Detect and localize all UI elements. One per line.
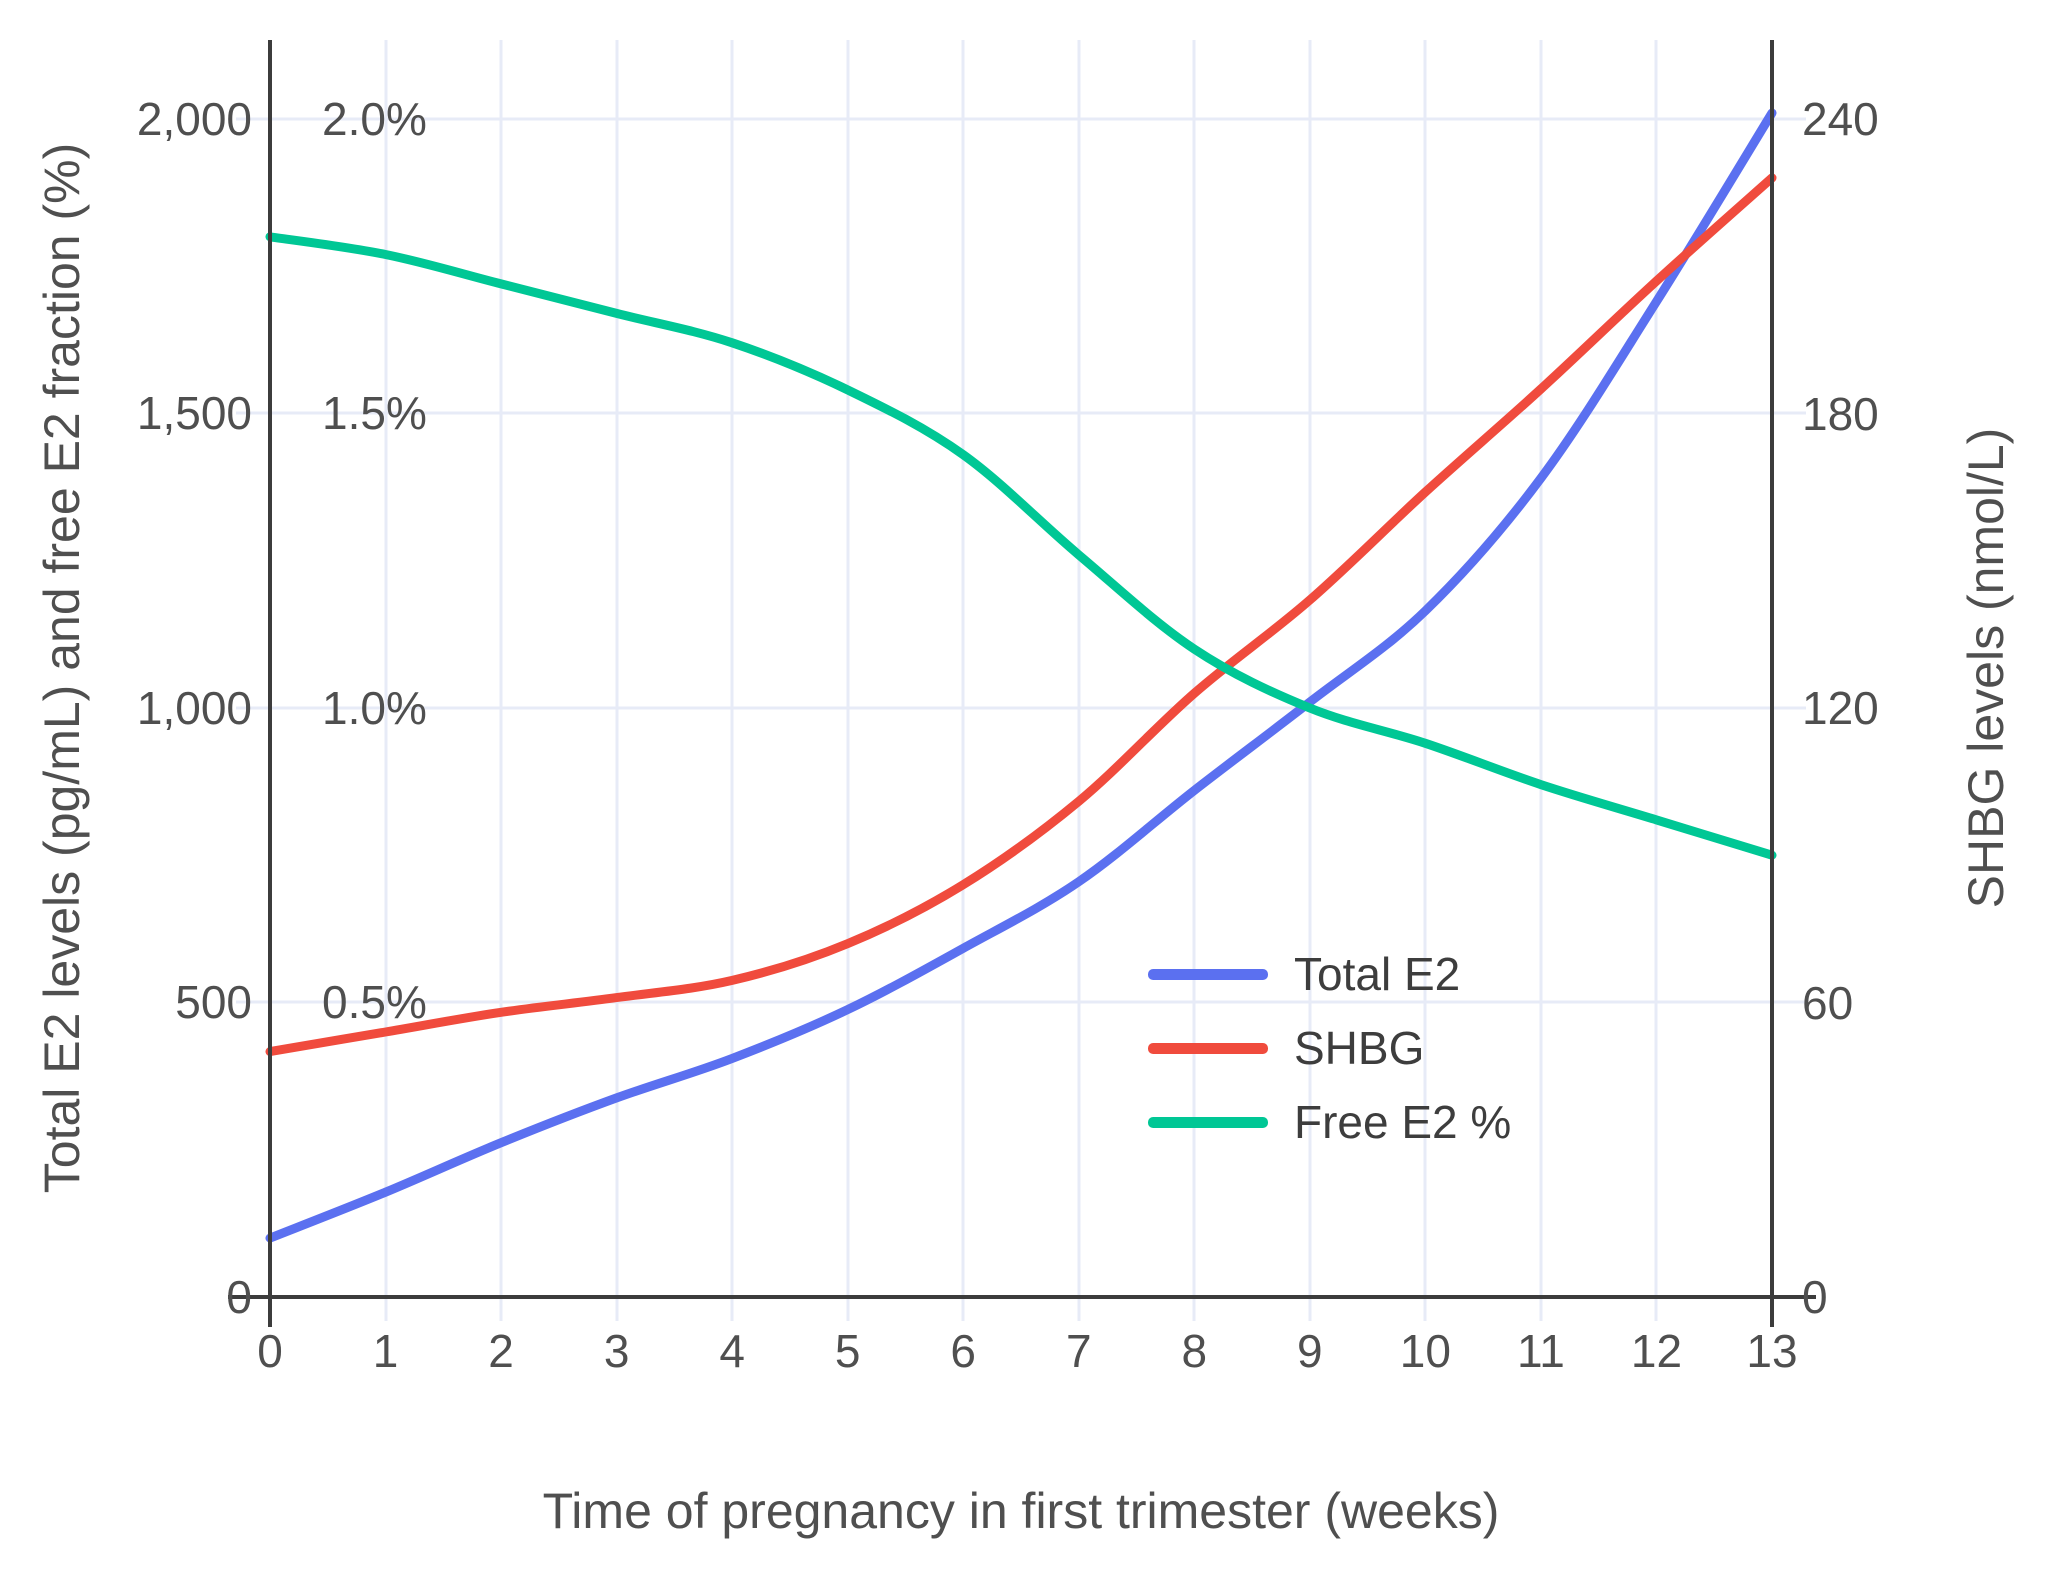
v-gridline	[1654, 40, 1658, 1321]
plot-area	[236, 40, 1806, 1321]
x-axis-title: Time of pregnancy in first trimester (we…	[542, 1483, 1500, 1539]
y-axis-left-line	[268, 40, 272, 1327]
legend-label-total-e2: Total E2	[1294, 948, 1461, 1000]
y-left-tick-mark	[236, 706, 268, 710]
v-gridline	[499, 40, 503, 1321]
v-gridline	[1077, 40, 1081, 1321]
free-e2-pct-axis-label: 2.0%	[322, 92, 427, 145]
v-gridline	[615, 40, 619, 1321]
y-left-tick-label: 1,000	[136, 681, 252, 734]
y-axis-left-title: Total E2 levels (pg/mL) and free E2 frac…	[34, 142, 90, 1194]
shbg-line-swatch	[1148, 1042, 1268, 1054]
x-tick-label: 1	[372, 1325, 399, 1377]
y-left-tick-label: 2,000	[136, 92, 252, 145]
y-right-tick-label: 0	[1802, 1271, 1828, 1323]
x-tick-label: 13	[1746, 1325, 1798, 1377]
y-left-tick-mark	[236, 1000, 268, 1004]
x-tick-label: 9	[1297, 1325, 1323, 1377]
y-right-tick-mark	[1774, 411, 1806, 415]
v-gridline	[730, 40, 734, 1321]
x-tick-label: 3	[603, 1325, 630, 1377]
free-e2-pct-axis-label: 1.5%	[322, 387, 427, 440]
v-gridline	[1308, 40, 1312, 1321]
x-tick-label: 5	[834, 1325, 861, 1377]
legend-item-total-e2[interactable]: Total E2	[1148, 937, 1511, 1011]
y-right-tick-mark	[1774, 706, 1806, 710]
v-gridline	[384, 40, 388, 1321]
x-tick-label: 0	[257, 1325, 283, 1377]
legend-label-shbg: SHBG	[1294, 1022, 1425, 1074]
y-right-tick-label: 60	[1802, 976, 1854, 1029]
free-e2-pct-axis-label: 0.5%	[322, 976, 427, 1029]
h-gridline	[270, 706, 1772, 710]
h-gridline	[270, 117, 1772, 121]
v-gridline	[846, 40, 850, 1321]
legend-item-shbg[interactable]: SHBG	[1148, 1011, 1511, 1085]
y-axis-right-line	[1770, 40, 1774, 1327]
x-tick-label: 10	[1399, 1325, 1451, 1377]
y-left-tick-label: 0	[226, 1271, 252, 1323]
y-right-tick-label: 180	[1802, 387, 1879, 440]
x-tick-label: 2	[488, 1325, 514, 1377]
legend: Total E2 SHBG Free E2 %	[1148, 937, 1511, 1159]
y-axis-right-title: SHBG levels (nmol/L)	[1958, 427, 2014, 909]
y-right-tick-label: 120	[1802, 682, 1879, 734]
series-curves	[265, 108, 1777, 1243]
h-gridline	[270, 1000, 1772, 1004]
y-left-tick-label: 1,500	[136, 387, 252, 440]
free-e2-pct-line-swatch	[1148, 1116, 1268, 1128]
free-e2-pct-axis-label: 1.0%	[322, 681, 427, 734]
y-left-tick-mark	[236, 117, 268, 121]
y-right-tick-mark	[1774, 117, 1806, 121]
legend-label-free-e2-pct: Free E2 %	[1294, 1096, 1512, 1148]
v-gridline	[961, 40, 965, 1321]
total-e2-curve	[265, 108, 1777, 1243]
y-right-tick-mark	[1774, 1000, 1806, 1004]
shbg-curve	[265, 173, 1777, 1057]
y-right-tick-label: 240	[1802, 93, 1879, 146]
v-gridline	[1423, 40, 1427, 1321]
x-tick-label: 6	[950, 1325, 977, 1377]
y-left-tick-label: 500	[175, 976, 252, 1029]
total-e2-line-swatch	[1148, 968, 1268, 980]
x-tick-label: 7	[1065, 1325, 1092, 1377]
v-gridline	[1539, 40, 1543, 1321]
x-tick-label: 8	[1181, 1325, 1208, 1377]
free-e2--curve	[265, 232, 1777, 860]
x-tick-label: 4	[719, 1325, 745, 1377]
h-gridline	[270, 411, 1772, 415]
x-axis-line	[228, 1295, 1816, 1299]
v-gridline	[1192, 40, 1196, 1321]
x-tick-label: 11	[1517, 1325, 1565, 1377]
x-tick-label: 12	[1630, 1325, 1683, 1377]
legend-item-free-e2-pct[interactable]: Free E2 %	[1148, 1085, 1511, 1159]
y-left-tick-mark	[236, 411, 268, 415]
